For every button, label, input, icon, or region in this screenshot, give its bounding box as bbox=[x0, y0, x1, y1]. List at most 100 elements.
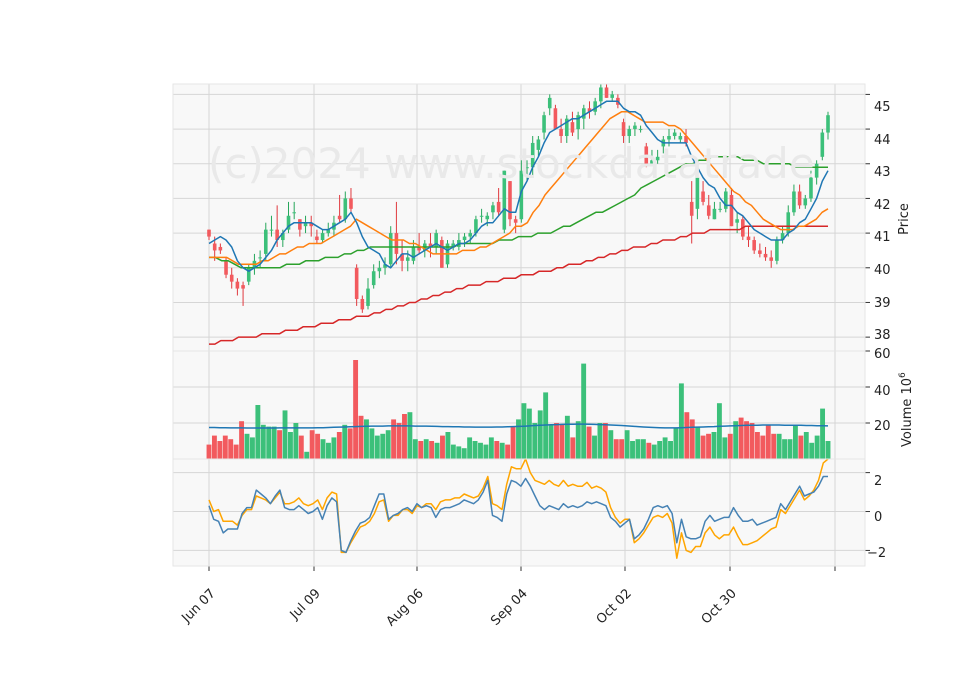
volume-bar bbox=[516, 419, 521, 459]
candle-body bbox=[814, 163, 819, 178]
volume-bar bbox=[684, 412, 690, 459]
volume-bar bbox=[624, 430, 630, 459]
x-tick-label: Aug 06 bbox=[384, 586, 427, 629]
candle-body bbox=[474, 219, 478, 234]
candle-body bbox=[383, 264, 387, 268]
candle-body bbox=[360, 298, 365, 310]
volume-bar bbox=[559, 424, 565, 459]
volume-bar bbox=[347, 428, 353, 459]
volume-bar bbox=[309, 430, 315, 459]
volume-bar bbox=[353, 360, 359, 459]
oscillator-tick-label: −2 bbox=[867, 546, 886, 561]
candle-body bbox=[246, 267, 251, 282]
volume-bar bbox=[304, 451, 310, 459]
candle-body bbox=[377, 267, 382, 272]
candle-body bbox=[388, 233, 393, 265]
candle-body bbox=[309, 222, 314, 227]
moving-average-line-mid bbox=[209, 156, 828, 269]
volume-bar bbox=[575, 421, 581, 459]
candle-body bbox=[212, 243, 217, 251]
candle-body bbox=[275, 229, 279, 241]
x-tick-label: Jun 07 bbox=[179, 586, 219, 626]
candle-body bbox=[633, 125, 637, 130]
volume-bar bbox=[478, 442, 483, 459]
volume-bar bbox=[510, 426, 516, 459]
candle-body bbox=[513, 219, 518, 223]
candle-body bbox=[462, 236, 467, 241]
candle-body bbox=[519, 170, 524, 220]
candle-body bbox=[746, 236, 751, 241]
candle-body bbox=[797, 191, 802, 206]
volume-bar bbox=[217, 441, 223, 459]
volume-tick-label: 40 bbox=[874, 384, 891, 399]
volume-bar bbox=[754, 432, 760, 459]
candle-body bbox=[292, 212, 296, 214]
volume-bar bbox=[782, 439, 788, 459]
candle-body bbox=[298, 219, 302, 230]
candle-body bbox=[258, 257, 262, 259]
candle-body bbox=[428, 243, 433, 247]
volume-bar bbox=[564, 415, 570, 459]
candle-body bbox=[281, 233, 285, 241]
candle-body bbox=[343, 198, 348, 220]
volume-average-line bbox=[209, 423, 829, 429]
volume-bar bbox=[298, 435, 304, 459]
volume-bar bbox=[222, 435, 228, 459]
candle-body bbox=[729, 194, 734, 227]
candle-body bbox=[451, 243, 455, 247]
volume-bar bbox=[554, 423, 559, 459]
volume-bar bbox=[407, 412, 413, 459]
volume-bar bbox=[744, 421, 749, 459]
volume-bar bbox=[695, 426, 701, 459]
candle-body bbox=[604, 87, 609, 98]
volume-bar bbox=[488, 437, 494, 459]
candle-body bbox=[695, 177, 700, 209]
watermark-text: (c)2024 www.stockdatatrade bbox=[208, 139, 815, 188]
volume-bar bbox=[570, 437, 576, 459]
candle-body bbox=[587, 108, 592, 112]
candle-body bbox=[735, 219, 739, 223]
candle-body bbox=[553, 108, 558, 130]
volume-bar bbox=[581, 363, 587, 459]
volume-bar bbox=[331, 437, 337, 459]
oscillator-panel-border bbox=[172, 458, 866, 567]
volume-bar bbox=[548, 424, 554, 459]
candle-body bbox=[354, 267, 359, 299]
volume-bar bbox=[526, 408, 532, 459]
volume-bar bbox=[494, 441, 500, 459]
volume-bar bbox=[738, 417, 744, 459]
volume-bar bbox=[537, 410, 543, 459]
volume-bar bbox=[733, 421, 739, 459]
candle-body bbox=[820, 132, 825, 157]
oscillator-line-main bbox=[208, 475, 828, 554]
volume-bar bbox=[282, 410, 288, 459]
price-tick-label: 38 bbox=[874, 328, 891, 343]
volume-bar bbox=[402, 414, 407, 459]
volume-bar bbox=[233, 444, 239, 459]
x-tick-label: Sep 04 bbox=[488, 586, 531, 629]
volume-bar bbox=[820, 408, 826, 459]
candle-body bbox=[241, 285, 245, 289]
candle-body bbox=[491, 205, 495, 213]
candle-body bbox=[684, 136, 688, 143]
candle-body bbox=[400, 253, 404, 261]
candle-body bbox=[667, 136, 671, 140]
candle-body bbox=[559, 129, 563, 137]
volume-bar bbox=[787, 439, 793, 459]
candle-body bbox=[792, 191, 796, 213]
volume-bar bbox=[440, 435, 445, 459]
candle-body bbox=[763, 253, 768, 258]
volume-bar bbox=[206, 444, 212, 459]
oscillator-tick-label: 0 bbox=[874, 510, 882, 525]
volume-axis-label-exponent: 6 bbox=[898, 372, 908, 378]
volume-bar bbox=[336, 432, 342, 459]
candle-body bbox=[718, 208, 722, 210]
volume-bar bbox=[657, 441, 663, 459]
x-axis-date-labels: Jun 07 Jul 09 Aug 06 Sep 04 Oct 02 Oct 3… bbox=[179, 586, 740, 629]
candle-body bbox=[758, 250, 762, 254]
volume-bar bbox=[244, 433, 250, 459]
candle-body bbox=[269, 229, 274, 231]
x-tick-label: Oct 02 bbox=[594, 586, 635, 627]
candle-body bbox=[320, 233, 325, 241]
